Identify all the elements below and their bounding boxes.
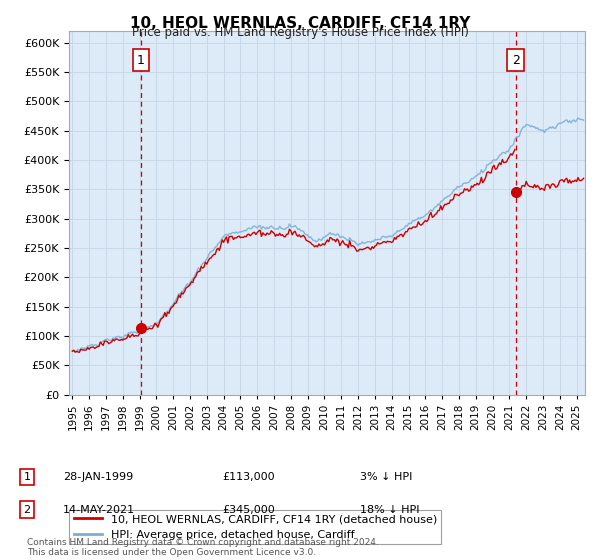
Text: 2: 2 <box>23 505 31 515</box>
Text: 18% ↓ HPI: 18% ↓ HPI <box>360 505 419 515</box>
Legend: 10, HEOL WERNLAS, CARDIFF, CF14 1RY (detached house), HPI: Average price, detach: 10, HEOL WERNLAS, CARDIFF, CF14 1RY (det… <box>70 510 441 544</box>
Text: 1: 1 <box>23 472 31 482</box>
Text: 2: 2 <box>512 54 520 67</box>
Text: 3% ↓ HPI: 3% ↓ HPI <box>360 472 412 482</box>
Text: £113,000: £113,000 <box>222 472 275 482</box>
Text: Contains HM Land Registry data © Crown copyright and database right 2024.
This d: Contains HM Land Registry data © Crown c… <box>27 538 379 557</box>
Text: 10, HEOL WERNLAS, CARDIFF, CF14 1RY: 10, HEOL WERNLAS, CARDIFF, CF14 1RY <box>130 16 470 31</box>
Text: 28-JAN-1999: 28-JAN-1999 <box>63 472 133 482</box>
Text: £345,000: £345,000 <box>222 505 275 515</box>
Text: Price paid vs. HM Land Registry's House Price Index (HPI): Price paid vs. HM Land Registry's House … <box>131 26 469 39</box>
Text: 14-MAY-2021: 14-MAY-2021 <box>63 505 135 515</box>
Text: 1: 1 <box>137 54 145 67</box>
